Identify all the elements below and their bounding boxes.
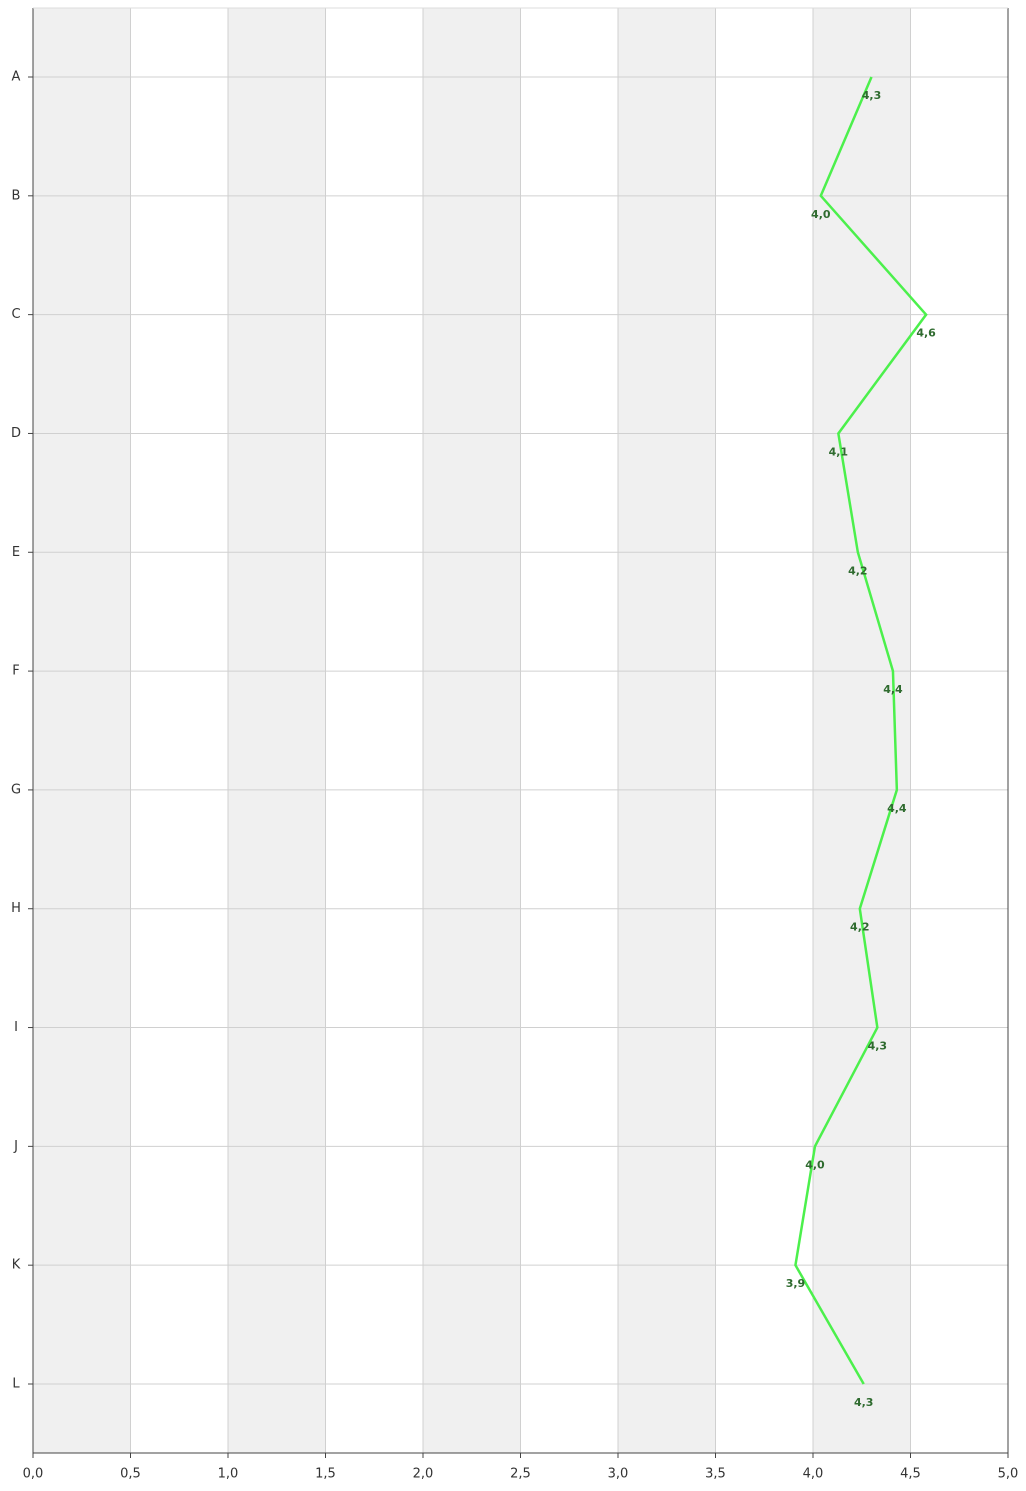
y-tick-label: I — [14, 1020, 18, 1035]
grid-band — [618, 8, 716, 1453]
y-tick-label: H — [11, 901, 21, 916]
data-label: 4,3 — [854, 1396, 874, 1409]
data-label: 4,1 — [829, 445, 849, 458]
data-label: 4,2 — [848, 564, 868, 577]
data-label: 3,9 — [786, 1277, 806, 1290]
y-tick-label: J — [13, 1139, 18, 1154]
grid-band — [423, 8, 521, 1453]
y-tick-label: A — [12, 70, 21, 85]
x-tick-label: 4,0 — [803, 1467, 824, 1482]
x-tick-label: 3,0 — [608, 1467, 629, 1482]
x-tick-label: 3,5 — [705, 1467, 726, 1482]
data-label: 4,4 — [883, 683, 903, 696]
y-tick-label: C — [11, 307, 20, 322]
data-label: 4,3 — [868, 1040, 888, 1053]
y-tick-label: K — [12, 1258, 21, 1273]
data-label: 4,4 — [887, 802, 907, 815]
data-line — [794, 76, 928, 1385]
data-label: 4,6 — [916, 327, 936, 340]
x-tick-label: 5,0 — [998, 1467, 1019, 1482]
y-tick-label: D — [11, 426, 21, 441]
x-tick-label: 1,0 — [218, 1467, 239, 1482]
y-tick-label: L — [12, 1377, 20, 1392]
data-label: 4,2 — [850, 921, 870, 934]
x-tick-label: 0,5 — [120, 1467, 141, 1482]
data-label: 4,0 — [811, 208, 831, 221]
data-label: 4,0 — [805, 1158, 825, 1171]
grid-band — [33, 8, 131, 1453]
x-tick-label: 2,5 — [510, 1467, 531, 1482]
x-tick-label: 1,5 — [315, 1467, 336, 1482]
x-tick-label: 2,0 — [413, 1467, 434, 1482]
x-tick-label: 0,0 — [23, 1467, 44, 1482]
data-label: 4,3 — [862, 89, 882, 102]
y-tick-label: B — [12, 188, 21, 203]
grid-band — [228, 8, 326, 1453]
y-tick-label: G — [11, 782, 21, 797]
x-tick-label: 4,5 — [900, 1467, 921, 1482]
y-tick-label: E — [12, 545, 20, 560]
y-tick-label: F — [12, 664, 19, 679]
